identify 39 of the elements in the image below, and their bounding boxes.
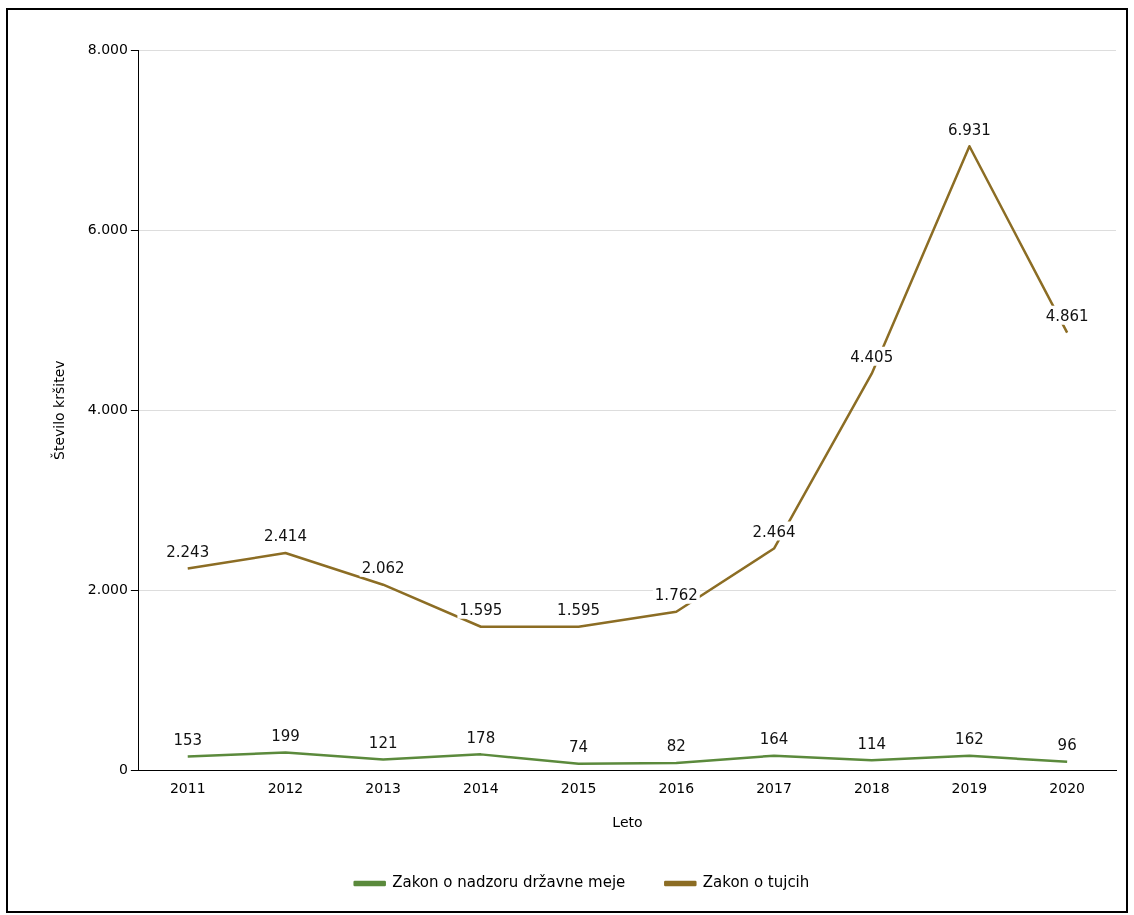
x-tick-label: 2011	[169, 780, 206, 797]
x-tick-label: 2017	[756, 780, 792, 797]
data-label: 96	[1057, 736, 1077, 755]
data-label: 1.595	[557, 601, 601, 620]
x-tick-label: 2018	[853, 780, 890, 797]
data-label: 164	[759, 730, 789, 749]
data-label: 6.931	[947, 120, 991, 139]
x-axis-title: Leto	[612, 814, 643, 831]
data-label: 162	[955, 730, 984, 749]
data-label: 2.243	[166, 542, 210, 561]
data-label: 153	[173, 731, 203, 750]
data-label: 178	[466, 728, 496, 747]
x-tick-label: 2020	[1049, 780, 1085, 797]
data-label: 82	[666, 737, 686, 756]
data-label: 4.861	[1045, 307, 1089, 326]
y-tick-label: 2.000	[87, 580, 128, 597]
y-tick-label: 8.000	[87, 40, 128, 57]
x-tick-label: 2012	[267, 780, 304, 797]
data-label: 2.414	[263, 527, 307, 546]
legend-label: Zakon o nadzoru državne meje	[392, 873, 626, 892]
x-tick-label: 2019	[951, 780, 988, 797]
y-tick-label: 0	[118, 761, 128, 778]
x-tick-label: 2016	[658, 780, 695, 797]
data-label: 121	[368, 733, 398, 752]
x-tick-label: 2014	[463, 780, 499, 797]
x-tick-label: 2013	[365, 780, 401, 797]
data-label: 1.595	[459, 601, 503, 620]
data-label: 1.762	[654, 586, 698, 605]
y-tick-label: 4.000	[87, 400, 128, 417]
data-label: 114	[857, 734, 887, 753]
data-label: 4.405	[850, 348, 894, 367]
data-label: 2.464	[752, 522, 796, 541]
y-axis-title: Število kršitev	[50, 360, 68, 460]
x-tick-label: 2015	[560, 780, 597, 797]
data-label: 74	[569, 738, 589, 757]
data-label: 199	[271, 726, 300, 745]
y-tick-label: 6.000	[87, 220, 128, 237]
data-label: 2.062	[361, 559, 405, 578]
legend-label: Zakon o tujcih	[702, 873, 810, 892]
